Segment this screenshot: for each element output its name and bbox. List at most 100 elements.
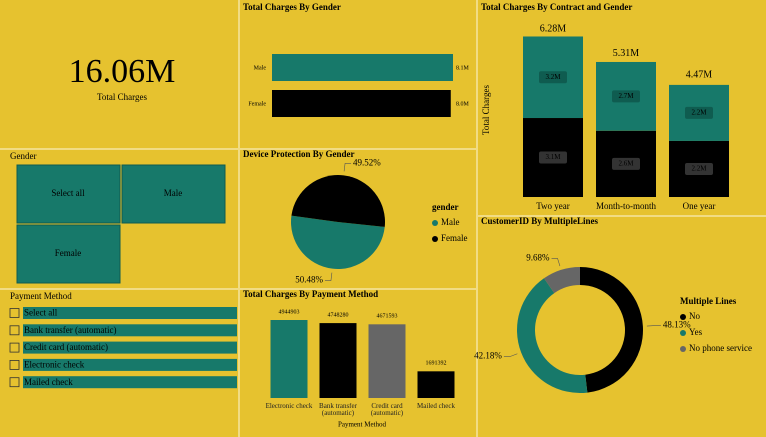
slicer-item[interactable] — [23, 324, 237, 337]
data-label: 4671593 — [377, 314, 398, 320]
slicer-item[interactable] — [23, 307, 237, 319]
slicer-option[interactable]: Male — [164, 188, 183, 198]
label-bg — [539, 151, 567, 164]
data-label: 42.18% — [474, 351, 502, 361]
bar — [272, 54, 453, 81]
checkbox[interactable] — [9, 377, 20, 388]
data-label: 2.6M — [619, 159, 635, 167]
slicer-item[interactable] — [23, 341, 237, 354]
data-label: 48.13% — [663, 320, 691, 330]
label-bg — [612, 157, 640, 170]
data-label: 49.52% — [353, 157, 381, 167]
chart-title: Total Charges By Contract and Gender — [481, 2, 632, 12]
x-tick-label: Electronic check — [265, 403, 313, 410]
x-tick-label-box: Credit card (automatic) — [370, 403, 404, 417]
legend-swatch — [680, 346, 686, 352]
slice — [543, 267, 580, 294]
data-label: 4748280 — [328, 312, 349, 318]
slicer-option[interactable]: Female — [55, 248, 82, 258]
legend-swatch — [680, 330, 686, 336]
slicer-title: Payment Method — [10, 291, 72, 301]
slicer-title: Gender — [10, 151, 37, 161]
slicer-item[interactable] — [23, 358, 237, 371]
total-label: 4.47M — [686, 69, 713, 80]
leader-line — [551, 258, 561, 267]
legend-swatch — [680, 314, 686, 320]
data-label: 4944903 — [279, 309, 300, 315]
x-tick-label-box: Mailed check — [417, 403, 455, 410]
label-bg — [685, 106, 713, 119]
legend-title: Multiple Lines — [680, 296, 737, 306]
slice — [517, 278, 588, 393]
x-tick-label: Mailed check — [417, 403, 455, 410]
slicer-option[interactable]: Electronic check — [24, 359, 85, 369]
data-label: 2.2M — [692, 109, 708, 117]
x-tick-label: Two year — [536, 201, 570, 211]
data-label: 50.48% — [295, 275, 323, 285]
data-label: 3.1M — [546, 153, 562, 161]
legend-label: Yes — [689, 327, 703, 337]
x-tick-label-box: Bank transfer (automatic) — [319, 403, 357, 417]
slice — [291, 174, 386, 227]
kpi-value: 16.06M — [69, 53, 176, 90]
checkbox[interactable] — [9, 308, 20, 318]
data-label: 2.2M — [692, 165, 708, 173]
legend-label: No — [689, 311, 700, 321]
total-label: 5.31M — [613, 48, 640, 59]
legend-label: Male — [441, 217, 460, 227]
x-tick-label: Bank transfer (automatic) — [319, 403, 357, 417]
label-bg — [612, 90, 640, 103]
category-label: Female — [248, 101, 266, 107]
checkbox[interactable] — [9, 342, 20, 353]
slicer-tile[interactable] — [16, 224, 121, 284]
data-label: 8.0M — [456, 101, 470, 107]
bar — [368, 324, 406, 398]
slicer-item[interactable] — [23, 376, 237, 389]
checkbox[interactable] — [9, 325, 20, 336]
data-label: 2.7M — [619, 92, 635, 100]
data-label: 9.68% — [526, 253, 550, 263]
x-tick-label-box: Electronic check — [265, 403, 313, 410]
kpi-label: Total Charges — [97, 92, 147, 102]
slicer-option[interactable]: Select all — [24, 308, 58, 318]
slice — [291, 215, 385, 269]
slicer-option[interactable]: Mailed check — [24, 377, 73, 387]
bar — [270, 320, 308, 398]
legend-swatch — [432, 220, 438, 226]
data-label: 1691392 — [426, 361, 447, 367]
chart-title: Total Charges By Gender — [243, 2, 341, 12]
category-label: Male — [254, 65, 267, 71]
bar — [417, 371, 455, 398]
data-label: 8.1M — [456, 65, 470, 71]
total-label: 6.28M — [540, 23, 567, 34]
x-tick-label: Month-to-month — [596, 201, 656, 211]
chart-title: Device Protection By Gender — [243, 149, 355, 159]
slicer-option[interactable]: Bank transfer (automatic) — [24, 325, 116, 335]
slicer-option[interactable]: Select all — [51, 188, 85, 198]
slicer-tile[interactable] — [16, 164, 121, 224]
slicer-tile[interactable] — [121, 164, 226, 224]
bar — [272, 90, 451, 117]
x-tick-label: Credit card (automatic) — [370, 403, 404, 417]
legend-label: Female — [441, 233, 468, 243]
checkbox[interactable] — [9, 359, 20, 370]
leader-line — [343, 163, 352, 172]
label-bg — [539, 71, 567, 84]
leader-line — [324, 272, 333, 281]
x-tick-label: One year — [683, 201, 716, 211]
label-bg — [685, 162, 713, 175]
chart-title: Total Charges By Payment Method — [243, 289, 378, 299]
legend-swatch — [432, 236, 438, 242]
x-axis-label: Payment Method — [338, 421, 387, 429]
data-label: 3.2M — [546, 73, 562, 81]
slice — [580, 267, 644, 393]
chart-title: CustomerID By MultipleLines — [481, 216, 598, 226]
legend-title: gender — [432, 202, 459, 212]
slicer-option[interactable]: Credit card (automatic) — [24, 342, 108, 352]
y-axis-label: Total Charges — [481, 85, 491, 135]
bar — [319, 323, 357, 398]
leader-line — [503, 353, 518, 357]
legend-label: No phone service — [689, 343, 752, 353]
